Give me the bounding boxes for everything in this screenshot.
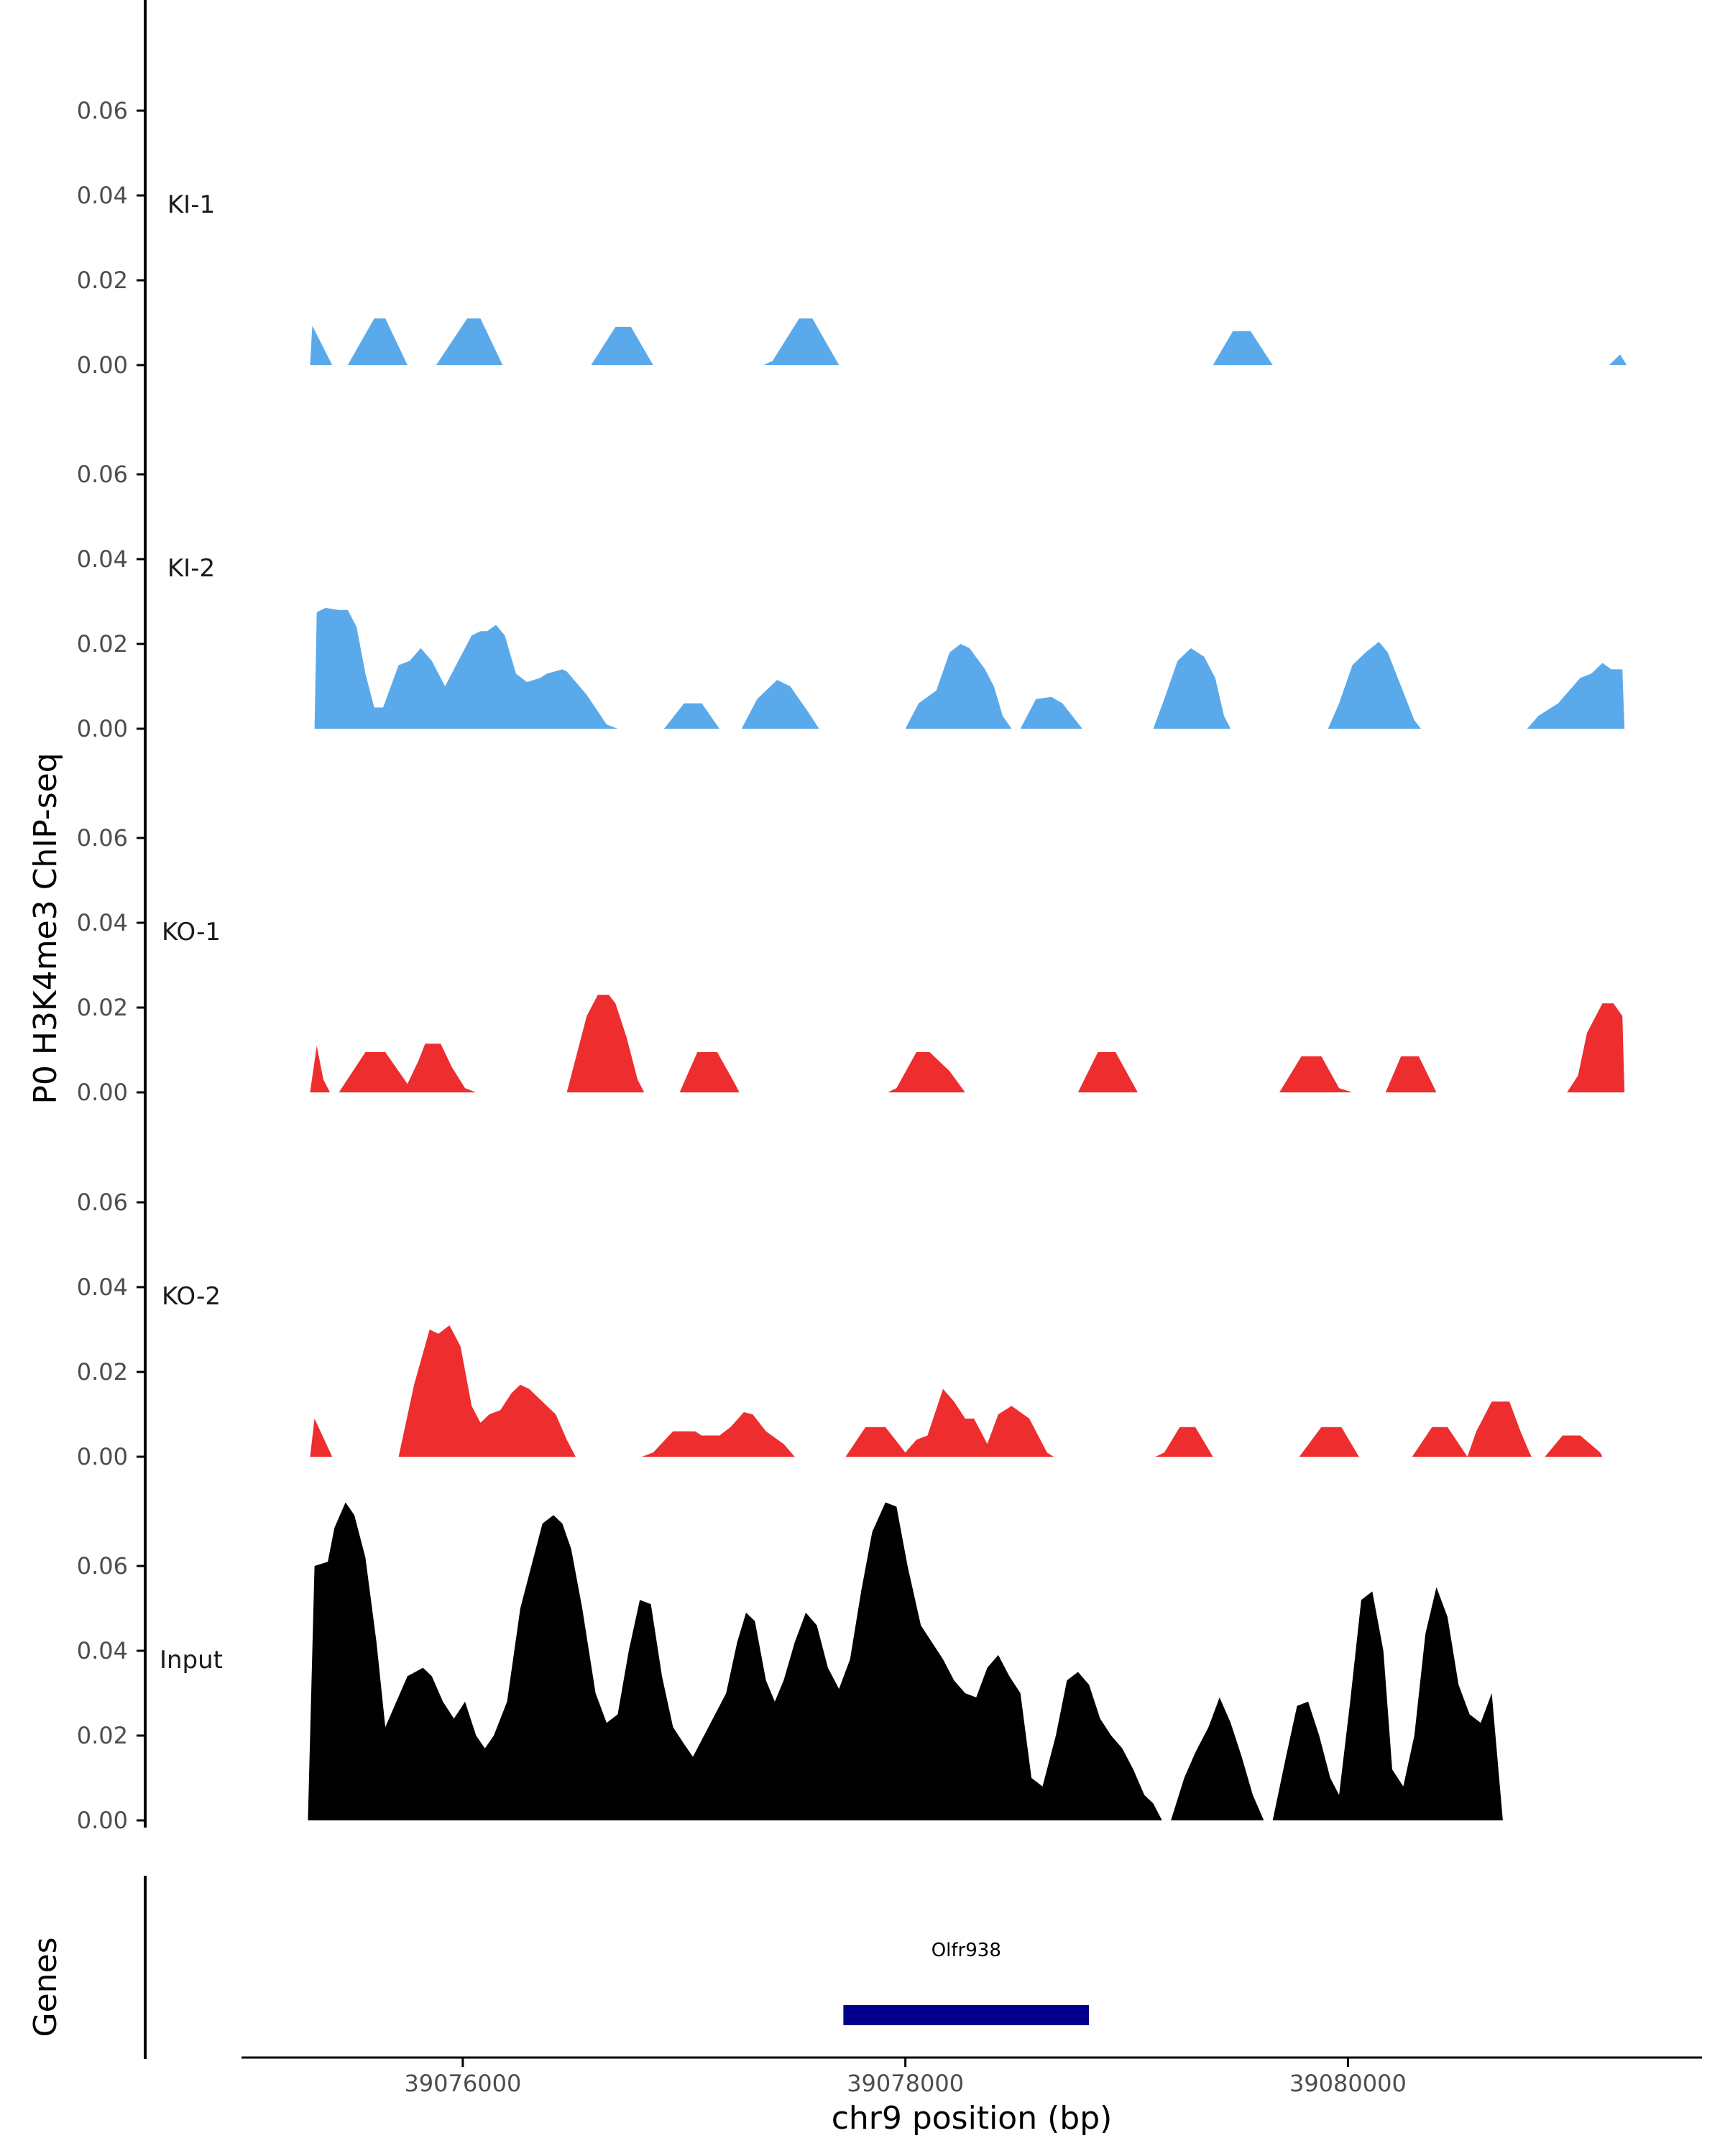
y-tick-label-ko-2: 0.02 [77, 1358, 128, 1386]
y-tick-label-ko-2: 0.00 [77, 1443, 128, 1470]
coverage-area-ki-2 [314, 607, 1625, 729]
coverage-area-ko-2 [310, 1325, 1603, 1457]
y-tick-label-input: 0.00 [77, 1807, 128, 1834]
y-tick-label-ko-2: 0.06 [77, 1189, 128, 1216]
tracks-layer: 0.00 0.02 0.04 0.06 KI-1 0.00 0.02 0.04 0.06 KI-2… [77, 0, 1627, 1834]
y-tick-label-ki-1: 0.02 [77, 267, 128, 294]
genes-axis-title: Genes [27, 1937, 64, 2037]
y-tick-label-ki-2: 0.04 [77, 545, 128, 573]
coverage-area-input [308, 1502, 1503, 1820]
track-label-ki-2: KI-2 [167, 554, 215, 583]
y-tick-label-input: 0.06 [77, 1552, 128, 1580]
gene-body-olfr938 [843, 2005, 1090, 2025]
track-panel-ko-1: 0.00 0.02 0.04 0.06 KO-1 [77, 710, 1625, 1106]
y-tick-label-ki-2: 0.00 [77, 715, 128, 742]
track-panel-ko-2: 0.00 0.02 0.04 0.06 KO-2 [77, 1074, 1603, 1470]
x-tick-label: 39080000 [1289, 2070, 1407, 2097]
y-tick-label-input: 0.04 [77, 1637, 128, 1664]
track-panel-ki-1: 0.00 0.02 0.04 0.06 KI-1 [77, 0, 1627, 379]
track-label-ko-1: KO-1 [162, 918, 221, 946]
y-tick-label-ko-1: 0.02 [77, 994, 128, 1021]
coverage-area-ki-1 [310, 318, 1627, 365]
track-panel-ki-2: 0.00 0.02 0.04 0.06 KI-2 [77, 346, 1625, 742]
coverage-area-ko-1 [310, 995, 1625, 1092]
track-label-input: Input [160, 1646, 223, 1674]
track-label-ki-1: KI-1 [167, 190, 215, 219]
y-tick-label-input: 0.02 [77, 1722, 128, 1749]
y-tick-label-ki-1: 0.06 [77, 97, 128, 124]
x-axis-title: chr9 position (bp) [832, 2100, 1113, 2137]
y-tick-label-ki-2: 0.06 [77, 461, 128, 488]
x-tick-label: 39076000 [404, 2070, 521, 2097]
gene-label: Olfr938 [932, 1940, 1001, 1961]
y-tick-label-ki-2: 0.02 [77, 630, 128, 658]
x-tick-label: 39078000 [847, 2070, 964, 2097]
y-tick-label-ko-2: 0.04 [77, 1273, 128, 1301]
y-tick-label-ki-1: 0.04 [77, 182, 128, 209]
y-axis-title: P0 H3K4me3 ChIP-seq [27, 752, 64, 1104]
y-tick-label-ko-1: 0.04 [77, 909, 128, 936]
y-tick-label-ko-1: 0.06 [77, 824, 128, 852]
genes-panel: Genes Olfr938 [27, 1876, 1090, 2059]
x-axis: 39076000 39078000 39080000 [242, 2056, 1702, 2097]
track-panel-input: 0.00 0.02 0.04 0.06 Input [77, 1438, 1503, 1834]
track-label-ko-2: KO-2 [162, 1282, 221, 1311]
y-tick-label-ko-1: 0.00 [77, 1079, 128, 1106]
y-tick-label-ki-1: 0.00 [77, 351, 128, 379]
